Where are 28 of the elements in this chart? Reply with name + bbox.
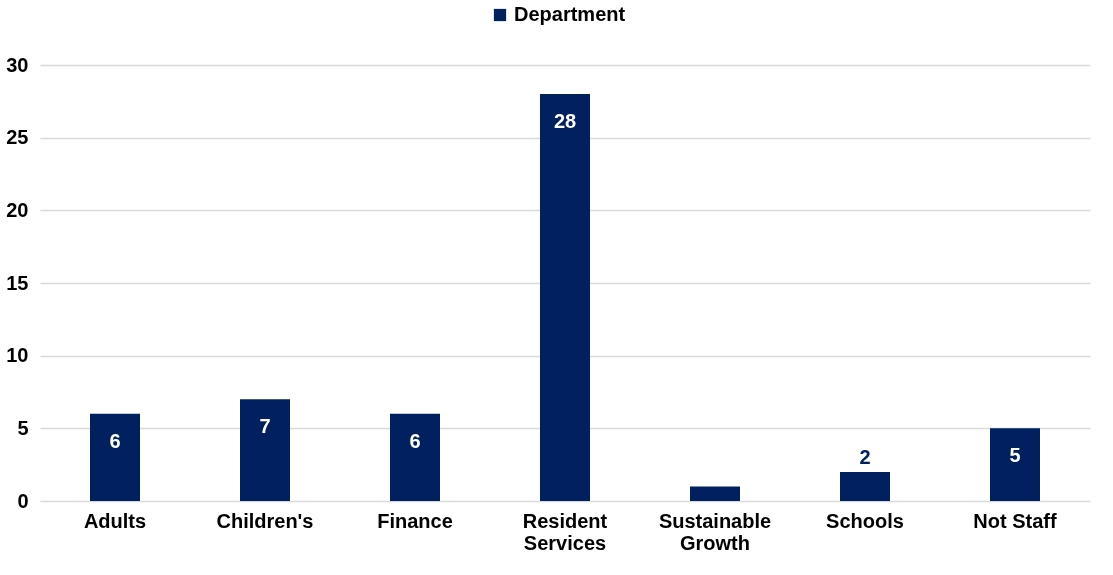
bar (990, 428, 1040, 501)
bar (690, 486, 740, 501)
bar (390, 413, 440, 501)
x-tick-label: Schools (826, 509, 904, 532)
y-tick-label: 5 (17, 416, 29, 439)
bar (90, 413, 140, 501)
y-tick-label: 10 (6, 344, 29, 367)
bar (540, 94, 590, 501)
data-label: 5 (1009, 444, 1021, 467)
y-tick-label: 25 (6, 126, 29, 149)
x-tick-label: Children's (216, 509, 314, 532)
y-tick-label: 30 (6, 53, 29, 76)
y-tick-label: 15 (6, 271, 29, 294)
x-tick-label: Adults (83, 509, 147, 532)
data-label: 2 (859, 445, 871, 468)
data-label: 6 (409, 429, 421, 452)
x-tick-label: Not Staff (973, 509, 1057, 532)
y-tick-label: 0 (17, 489, 29, 512)
bar (840, 471, 890, 501)
data-label: 6 (109, 429, 121, 452)
data-label: 28 (553, 110, 577, 133)
x-tick-label: Sustainable Growth (658, 509, 772, 554)
x-tick-label: Resident Services (522, 509, 608, 554)
y-tick-label: 20 (6, 198, 29, 221)
bar (240, 399, 290, 501)
legend-label: Department (514, 3, 626, 25)
data-label: 7 (259, 415, 271, 438)
x-tick-label: Finance (377, 509, 453, 532)
